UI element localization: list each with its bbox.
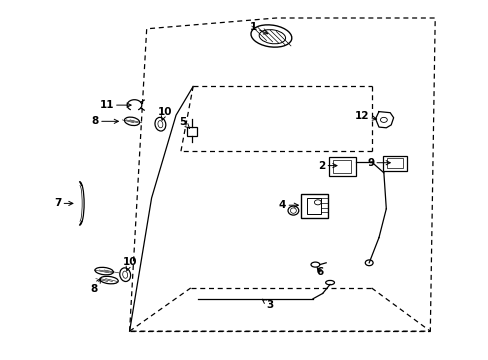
Text: 10: 10 <box>157 107 172 120</box>
Text: 1: 1 <box>249 22 267 34</box>
Text: 3: 3 <box>262 299 273 310</box>
Bar <box>186 127 196 136</box>
Text: 9: 9 <box>366 158 389 168</box>
Text: 6: 6 <box>316 267 323 277</box>
Bar <box>333 160 350 173</box>
Text: 12: 12 <box>354 111 376 121</box>
Text: 5: 5 <box>179 117 189 128</box>
Text: 4: 4 <box>278 200 298 210</box>
Text: 8: 8 <box>92 116 118 126</box>
Text: 10: 10 <box>122 257 137 271</box>
Bar <box>300 194 327 218</box>
Bar <box>382 156 407 171</box>
Text: 7: 7 <box>54 198 73 208</box>
Text: 2: 2 <box>318 161 336 171</box>
Text: 11: 11 <box>99 100 131 110</box>
Text: 8: 8 <box>90 279 101 294</box>
Bar <box>386 158 402 168</box>
Bar <box>306 198 321 214</box>
